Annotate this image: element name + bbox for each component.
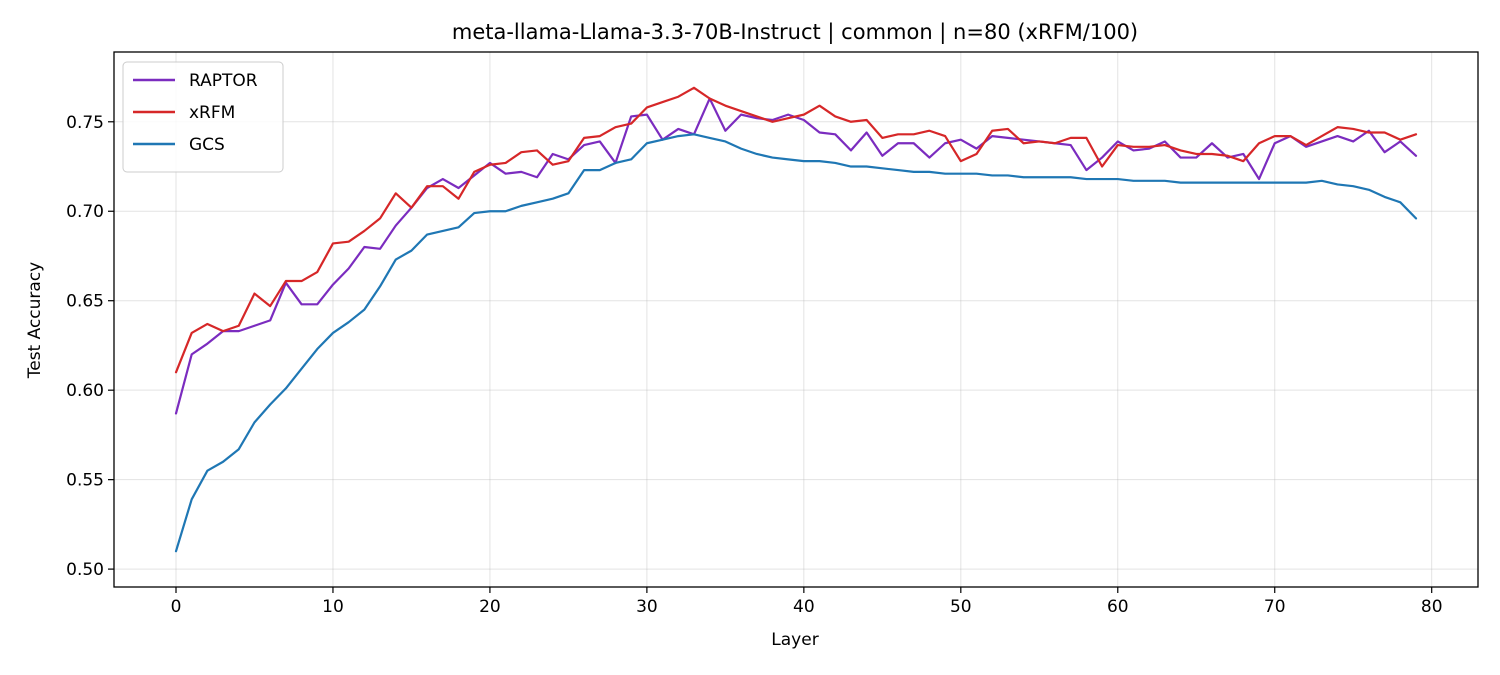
x-tick-label: 10 [322, 597, 344, 617]
x-axis-label: Layer [771, 630, 818, 650]
y-axis-label: Test Accuracy [25, 262, 45, 380]
x-tick-label: 20 [479, 597, 501, 617]
series-line-xrfm [174, 86, 1418, 374]
legend-label-gcs: GCS [189, 135, 225, 155]
y-tick-label: 0.50 [66, 560, 104, 580]
legend-label-xrfm: xRFM [189, 103, 235, 123]
grid [114, 52, 1478, 587]
plot-frame [113, 51, 1479, 588]
x-tick-label: 70 [1264, 597, 1286, 617]
legend: RAPTOR xRFM GCS [122, 61, 284, 173]
x-axis: 0 10 20 30 40 50 60 70 80 [171, 587, 1443, 617]
legend-label-raptor: RAPTOR [189, 71, 258, 91]
y-tick-label: 0.70 [66, 202, 104, 222]
x-tick-label: 80 [1421, 597, 1443, 617]
x-tick-label: 60 [1107, 597, 1129, 617]
y-tick-label: 0.60 [66, 381, 104, 401]
y-axis: 0.50 0.55 0.60 0.65 0.70 0.75 [66, 113, 114, 580]
x-tick-label: 0 [171, 597, 182, 617]
y-tick-label: 0.55 [66, 471, 104, 491]
y-tick-label: 0.75 [66, 113, 104, 133]
x-tick-label: 40 [793, 597, 815, 617]
y-tick-label: 0.65 [66, 292, 104, 312]
chart-title: meta-llama-Llama-3.3-70B-Instruct | comm… [452, 20, 1138, 45]
plot-series [174, 86, 1418, 553]
x-tick-label: 50 [950, 597, 972, 617]
series-line-gcs [174, 133, 1418, 553]
x-tick-label: 30 [636, 597, 658, 617]
